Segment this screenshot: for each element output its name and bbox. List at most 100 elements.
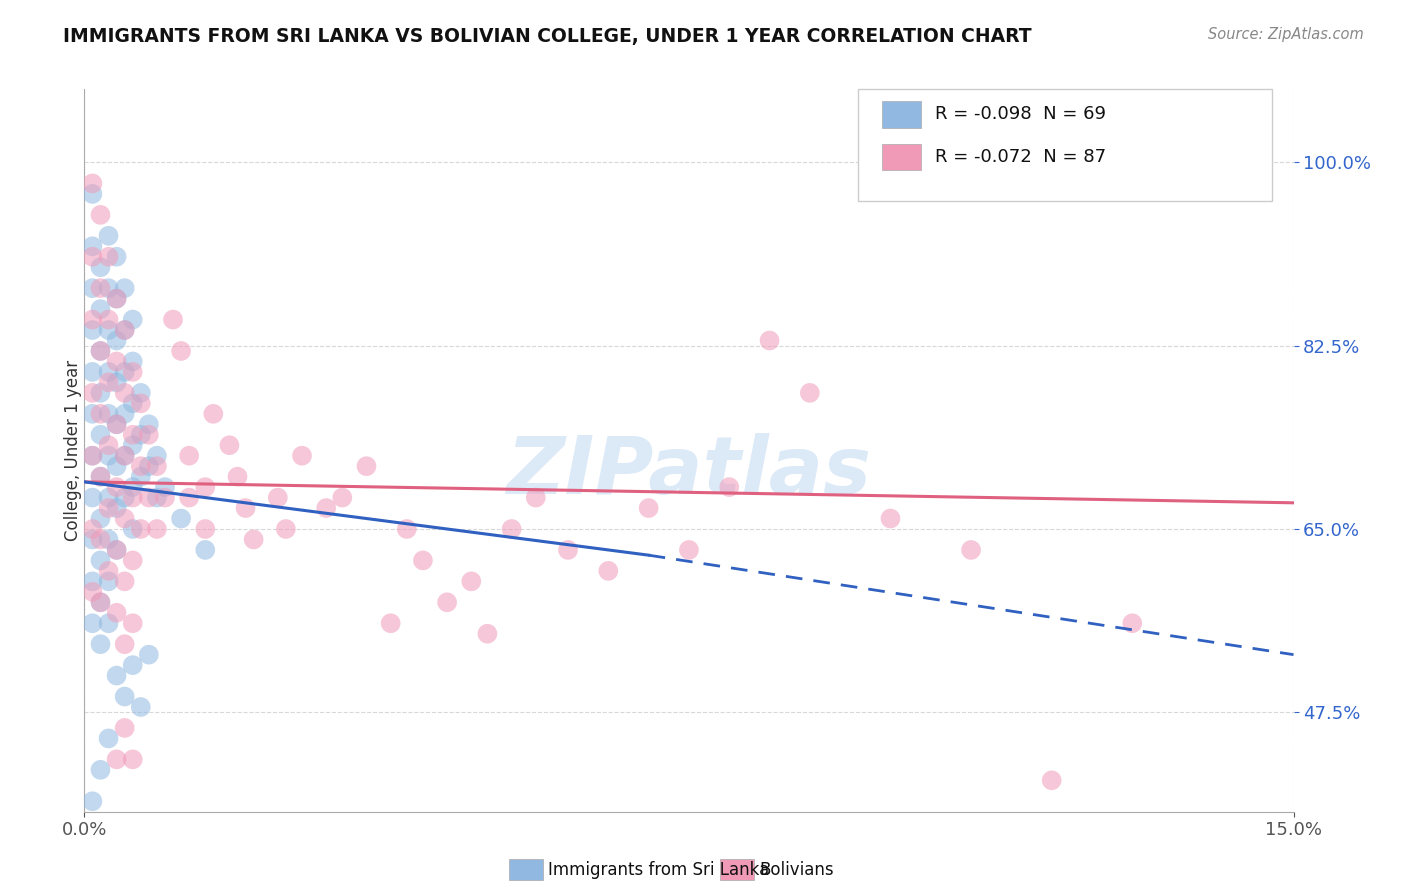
Point: [179, 449, 201, 463]
Point: [89, 407, 111, 421]
Point: [274, 522, 297, 536]
Point: [879, 511, 901, 525]
Point: [138, 417, 160, 432]
Point: [82, 239, 104, 253]
Point: [114, 511, 136, 525]
Text: Bolivians: Bolivians: [759, 861, 834, 879]
Point: [105, 292, 128, 306]
Point: [598, 564, 620, 578]
Point: [162, 312, 184, 326]
Point: [138, 427, 160, 442]
Point: [97, 228, 120, 243]
Point: [97, 731, 120, 746]
Point: [82, 250, 104, 264]
Point: [129, 700, 152, 714]
Point: [82, 533, 104, 547]
Point: [82, 385, 104, 400]
Point: [97, 365, 120, 379]
Point: [129, 427, 152, 442]
Point: [114, 449, 136, 463]
Point: [97, 407, 120, 421]
Point: [89, 260, 111, 275]
Point: [1040, 773, 1063, 788]
Point: [89, 208, 111, 222]
Point: [460, 574, 482, 589]
Point: [129, 396, 152, 410]
Point: [121, 438, 143, 452]
Point: [82, 365, 104, 379]
Point: [89, 281, 111, 295]
Point: [97, 616, 120, 631]
Point: [97, 250, 120, 264]
Point: [678, 543, 700, 558]
Point: [179, 491, 201, 505]
Point: [105, 543, 128, 558]
Point: [114, 449, 136, 463]
Point: [89, 469, 111, 483]
Point: [89, 427, 111, 442]
Point: [97, 564, 120, 578]
Point: [395, 522, 418, 536]
Point: [267, 491, 290, 505]
Point: [194, 522, 217, 536]
Y-axis label: College, Under 1 year: College, Under 1 year: [65, 359, 82, 541]
Point: [121, 365, 143, 379]
Point: [89, 511, 111, 525]
Point: [146, 449, 169, 463]
Point: [330, 491, 353, 505]
Point: [129, 469, 152, 483]
Point: [114, 365, 136, 379]
Point: [105, 292, 128, 306]
Point: [121, 312, 143, 326]
Point: [557, 543, 579, 558]
Point: [82, 522, 104, 536]
Point: [105, 354, 128, 368]
Point: [105, 334, 128, 348]
Point: [146, 522, 169, 536]
Point: [82, 449, 104, 463]
Point: [105, 543, 128, 558]
Point: [129, 522, 152, 536]
Point: [82, 584, 104, 599]
Text: R = -0.072  N = 87: R = -0.072 N = 87: [935, 148, 1107, 166]
Point: [138, 648, 160, 662]
Point: [121, 491, 143, 505]
Point: [121, 522, 143, 536]
Point: [138, 459, 160, 474]
Point: [82, 794, 104, 808]
Point: [105, 417, 128, 432]
Point: [121, 427, 143, 442]
Point: [105, 606, 128, 620]
Point: [82, 177, 104, 191]
Point: [218, 438, 240, 452]
Point: [114, 281, 136, 295]
Point: [226, 469, 249, 483]
Point: [82, 281, 104, 295]
Point: [89, 637, 111, 651]
Point: [121, 354, 143, 368]
Point: [315, 501, 337, 516]
Point: [436, 595, 458, 609]
Point: [89, 533, 111, 547]
Point: [380, 616, 402, 631]
Point: [97, 312, 120, 326]
Point: [82, 491, 104, 505]
Point: [121, 752, 143, 766]
Point: [114, 491, 136, 505]
Point: [89, 469, 111, 483]
Point: [501, 522, 523, 536]
Point: [89, 302, 111, 317]
Point: [129, 459, 152, 474]
Point: [114, 637, 136, 651]
Point: [82, 574, 104, 589]
Point: [105, 376, 128, 390]
Point: [1121, 616, 1143, 631]
Point: [121, 616, 143, 631]
Point: [82, 186, 104, 201]
Point: [477, 626, 499, 640]
Point: [121, 480, 143, 494]
Point: [89, 553, 111, 567]
Point: [153, 480, 176, 494]
Point: [242, 533, 264, 547]
Point: [138, 491, 160, 505]
